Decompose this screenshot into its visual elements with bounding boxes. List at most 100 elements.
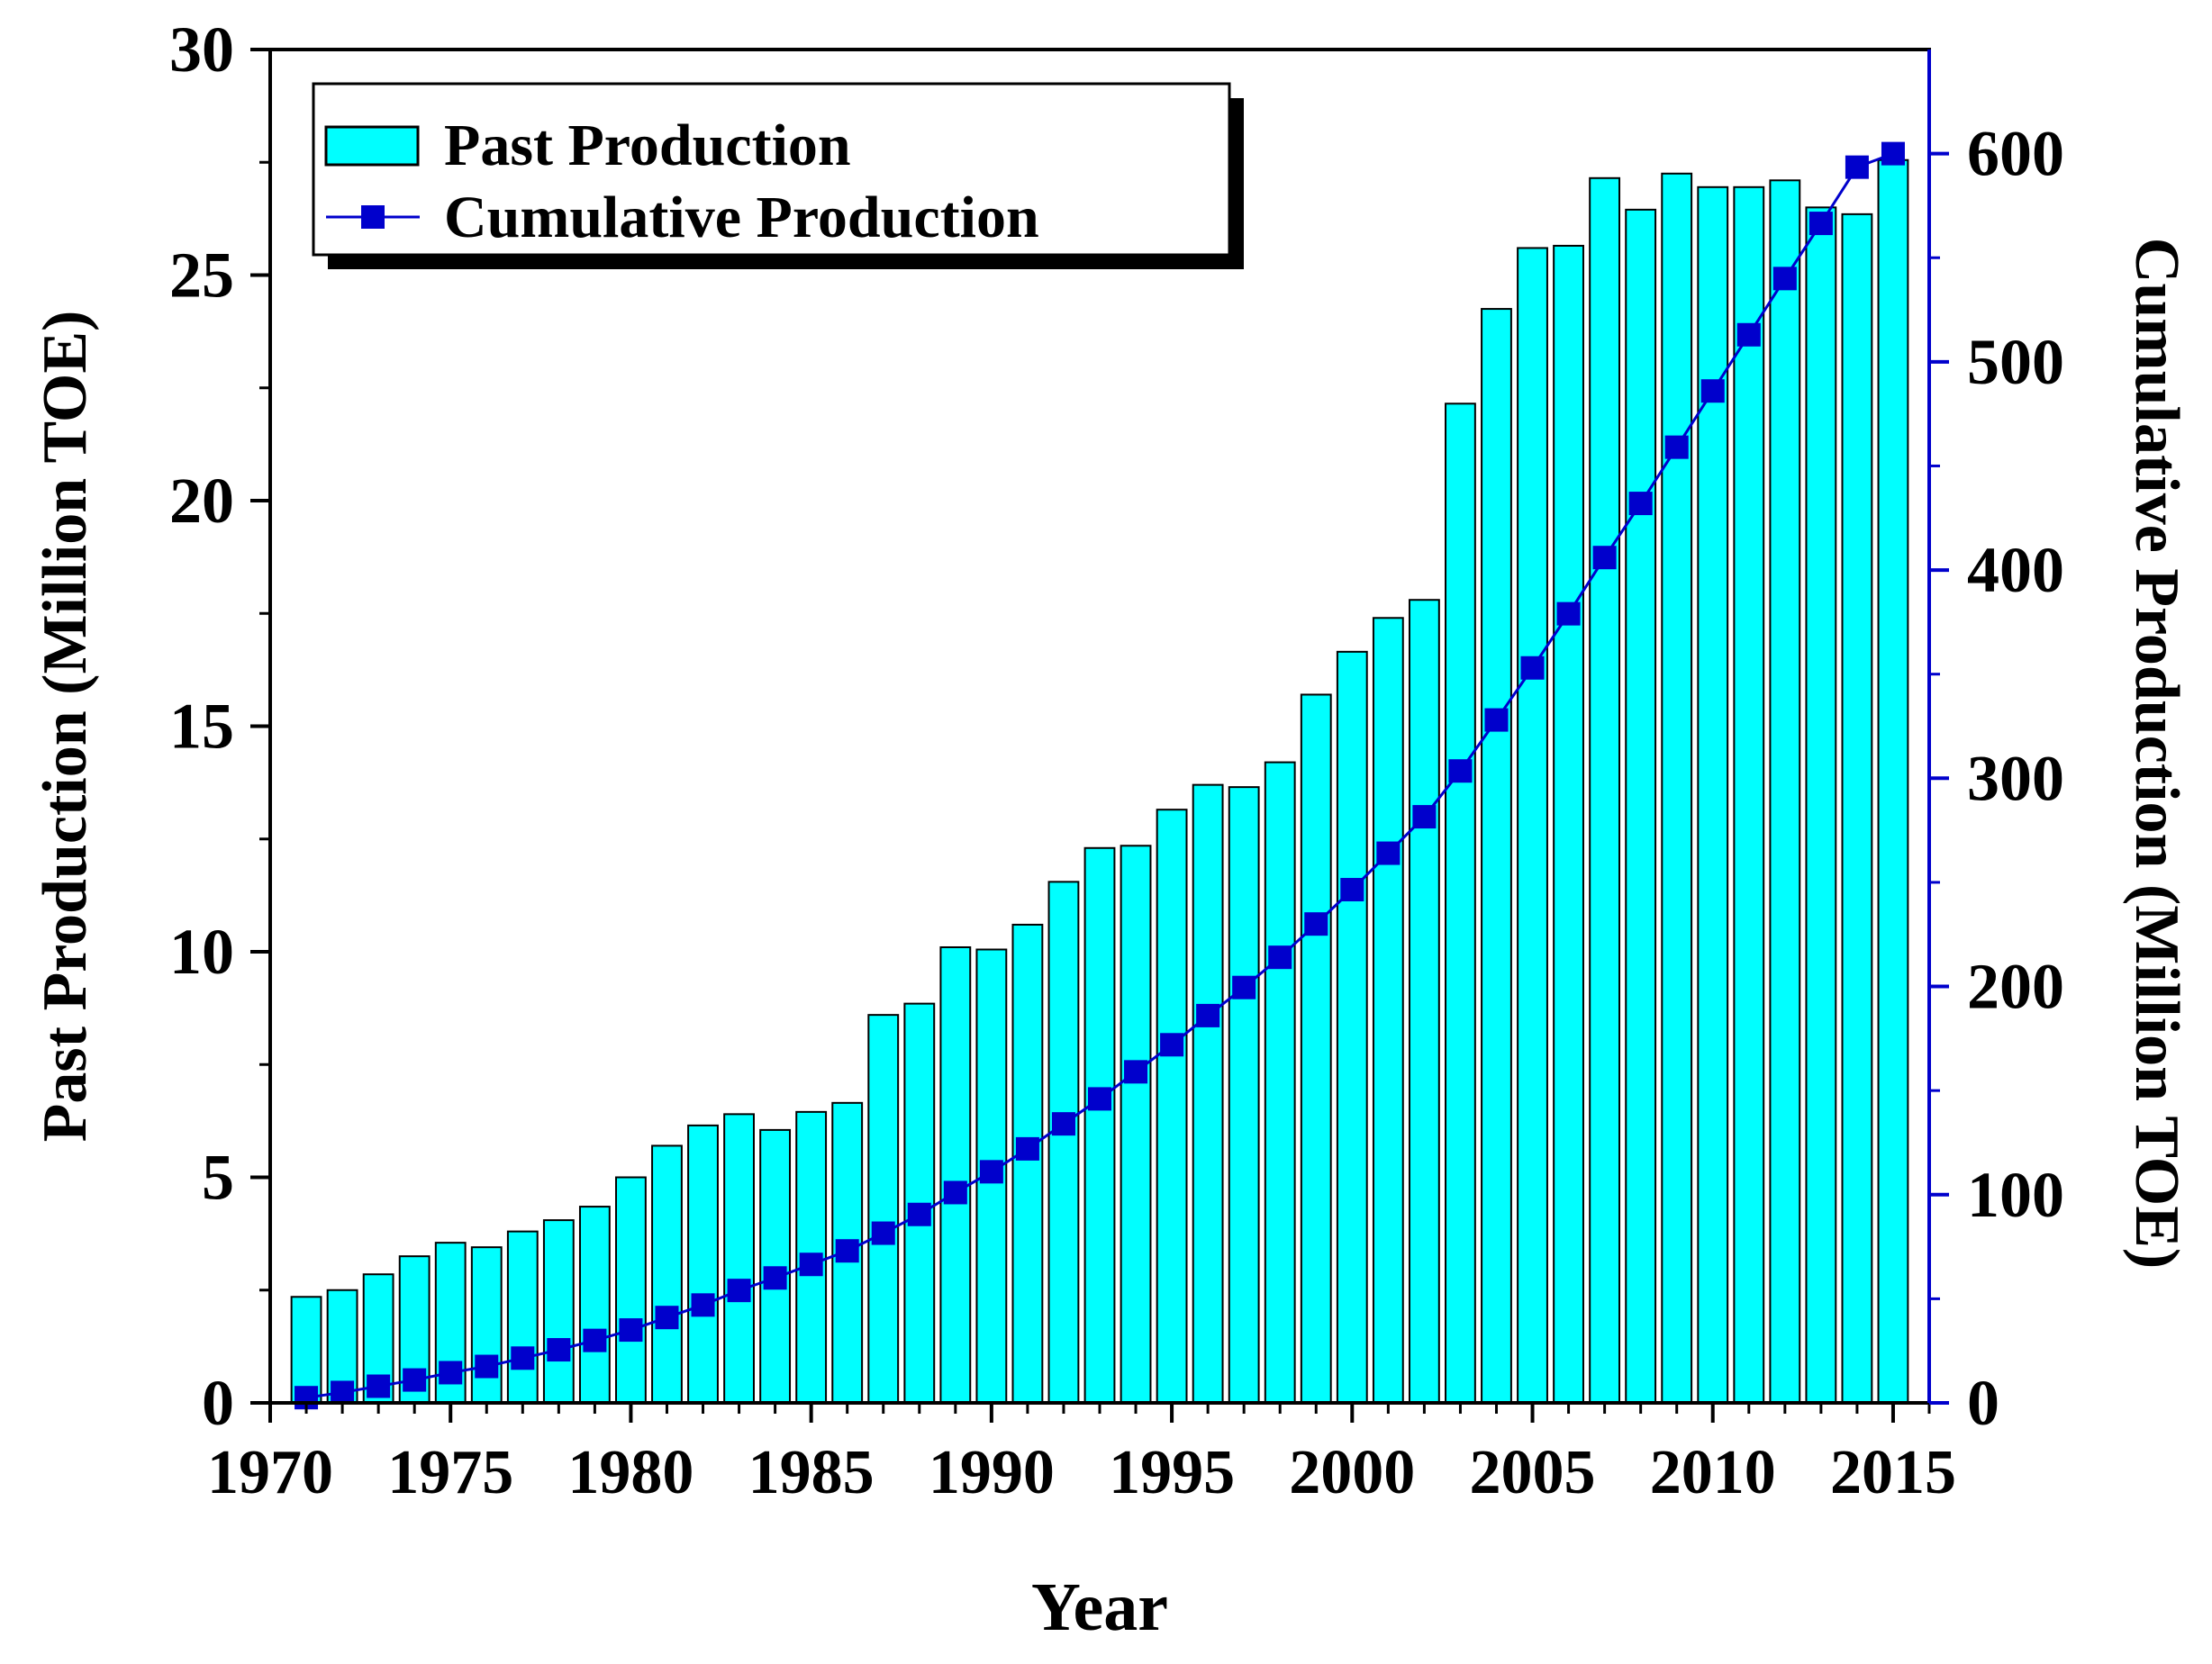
bar-1976 xyxy=(470,1246,503,1405)
bar-1996 xyxy=(1192,783,1224,1404)
bar-2015 xyxy=(1877,158,1909,1404)
x-axis-label: Year xyxy=(1031,1569,1168,1645)
ticks-layer: 1970 1975 1980 1985 1990 1995 2000 2005 2010 2015… xyxy=(169,14,2064,1507)
cumulative-point-2000 xyxy=(1340,878,1364,902)
cumulative-point-2002 xyxy=(1412,805,1437,829)
legend-swatch-past-production xyxy=(324,125,420,167)
x-tick-label-1980: 1980 xyxy=(567,1438,694,1507)
cumulative-point-2001 xyxy=(1376,841,1401,865)
bar-1989 xyxy=(939,945,972,1404)
y-axis-label-left: Past Production (Million TOE) xyxy=(31,311,100,1143)
bar-1983 xyxy=(723,1113,755,1404)
cumulative-point-2005 xyxy=(1520,656,1545,680)
bar-2006 xyxy=(1553,244,1584,1404)
cumulative-point-2015 xyxy=(1881,141,1905,166)
bar-2009 xyxy=(1661,172,1693,1404)
bar-2007 xyxy=(1589,176,1621,1404)
cumulative-point-1973 xyxy=(367,1374,391,1398)
bar-1997 xyxy=(1228,786,1260,1404)
cumulative-point-1997 xyxy=(1232,975,1256,999)
cumulative-point-1989 xyxy=(943,1180,967,1205)
y2-tick-label-0: 0 xyxy=(1967,1367,1999,1439)
bar-1982 xyxy=(687,1124,719,1404)
y-tick-label-10: 10 xyxy=(169,916,234,988)
cumulative-point-1985 xyxy=(799,1253,823,1277)
cumulative-point-1983 xyxy=(727,1279,751,1303)
cumulative-point-1972 xyxy=(331,1380,355,1405)
cumulative-point-2013 xyxy=(1809,212,1833,236)
legend-label-cumulative-production: Cumulative Production xyxy=(444,185,1039,250)
cumulative-point-1982 xyxy=(691,1293,715,1317)
bar-1991 xyxy=(1011,923,1044,1404)
cumulative-point-1987 xyxy=(871,1221,895,1245)
y2-tick-label-600: 600 xyxy=(1967,118,2064,190)
cumulative-point-2006 xyxy=(1556,601,1581,626)
x-tick-label-1995: 1995 xyxy=(1109,1438,1235,1507)
cumulative-point-2012 xyxy=(1772,267,1797,291)
cumulative-point-1981 xyxy=(655,1306,679,1330)
y-tick-label-5: 5 xyxy=(202,1142,234,1214)
cumulative-point-1998 xyxy=(1268,945,1292,970)
cumulative-point-1992 xyxy=(1051,1112,1075,1136)
y2-tick-label-500: 500 xyxy=(1967,326,2064,398)
bars-layer xyxy=(290,158,1909,1405)
cumulative-point-1999 xyxy=(1304,912,1328,936)
bar-1977 xyxy=(506,1230,539,1404)
y-tick-label-30: 30 xyxy=(169,14,234,86)
bar-2001 xyxy=(1372,617,1404,1404)
cumulative-point-1975 xyxy=(439,1361,463,1385)
bar-2002 xyxy=(1408,599,1440,1404)
cumulative-point-1980 xyxy=(619,1318,643,1343)
y-tick-label-15: 15 xyxy=(169,691,234,763)
bar-1992 xyxy=(1047,881,1080,1404)
bar-1994 xyxy=(1120,845,1152,1404)
cumulative-point-1996 xyxy=(1196,1003,1220,1027)
legend-box xyxy=(312,82,1231,257)
cumulative-point-1991 xyxy=(1015,1136,1039,1161)
bar-1978 xyxy=(542,1219,575,1404)
bar-1993 xyxy=(1083,846,1116,1404)
cumulative-point-2004 xyxy=(1484,708,1509,732)
y-axis-label-right: Cumulative Production (Million TOE) xyxy=(2122,238,2191,1269)
cumulative-point-1977 xyxy=(511,1346,535,1370)
cumulative-point-1990 xyxy=(979,1160,1003,1184)
x-tick-label-2015: 2015 xyxy=(1830,1438,1956,1507)
cumulative-line-layer xyxy=(295,141,1905,1410)
bar-2004 xyxy=(1481,308,1512,1405)
x-tick-label-2000: 2000 xyxy=(1289,1438,1415,1507)
x-tick-label-2005: 2005 xyxy=(1470,1438,1596,1507)
cumulative-point-2007 xyxy=(1592,546,1617,570)
cumulative-point-1978 xyxy=(547,1338,571,1362)
bar-2011 xyxy=(1733,185,1765,1404)
y-tick-label-0: 0 xyxy=(202,1367,234,1439)
y2-tick-label-400: 400 xyxy=(1967,534,2064,606)
x-tick-label-2010: 2010 xyxy=(1650,1438,1776,1507)
bar-2013 xyxy=(1805,206,1837,1405)
x-tick-label-1990: 1990 xyxy=(929,1438,1055,1507)
y-tick-label-20: 20 xyxy=(169,465,234,537)
bar-2000 xyxy=(1336,650,1368,1404)
bar-2003 xyxy=(1445,402,1476,1404)
bar-1979 xyxy=(578,1206,611,1404)
x-tick-label-1970: 1970 xyxy=(207,1438,333,1507)
bar-1981 xyxy=(651,1144,683,1405)
cumulative-point-1995 xyxy=(1160,1033,1184,1057)
x-tick-label-1985: 1985 xyxy=(748,1438,875,1507)
cumulative-point-2009 xyxy=(1664,435,1689,459)
cumulative-point-2014 xyxy=(1845,155,1869,179)
bar-1995 xyxy=(1156,809,1188,1404)
bar-2012 xyxy=(1769,179,1801,1404)
cumulative-point-1974 xyxy=(403,1368,427,1392)
bar-2010 xyxy=(1697,185,1729,1404)
legend-swatch-cumulative-marker xyxy=(361,205,385,229)
bar-1987 xyxy=(867,1014,900,1404)
cumulative-point-1979 xyxy=(583,1328,607,1352)
cumulative-point-1984 xyxy=(763,1266,787,1290)
cumulative-point-1994 xyxy=(1124,1060,1148,1084)
cumulative-point-1988 xyxy=(907,1202,931,1226)
cumulative-point-1976 xyxy=(475,1354,499,1379)
bar-2005 xyxy=(1517,247,1548,1405)
y-tick-label-25: 25 xyxy=(169,240,234,312)
